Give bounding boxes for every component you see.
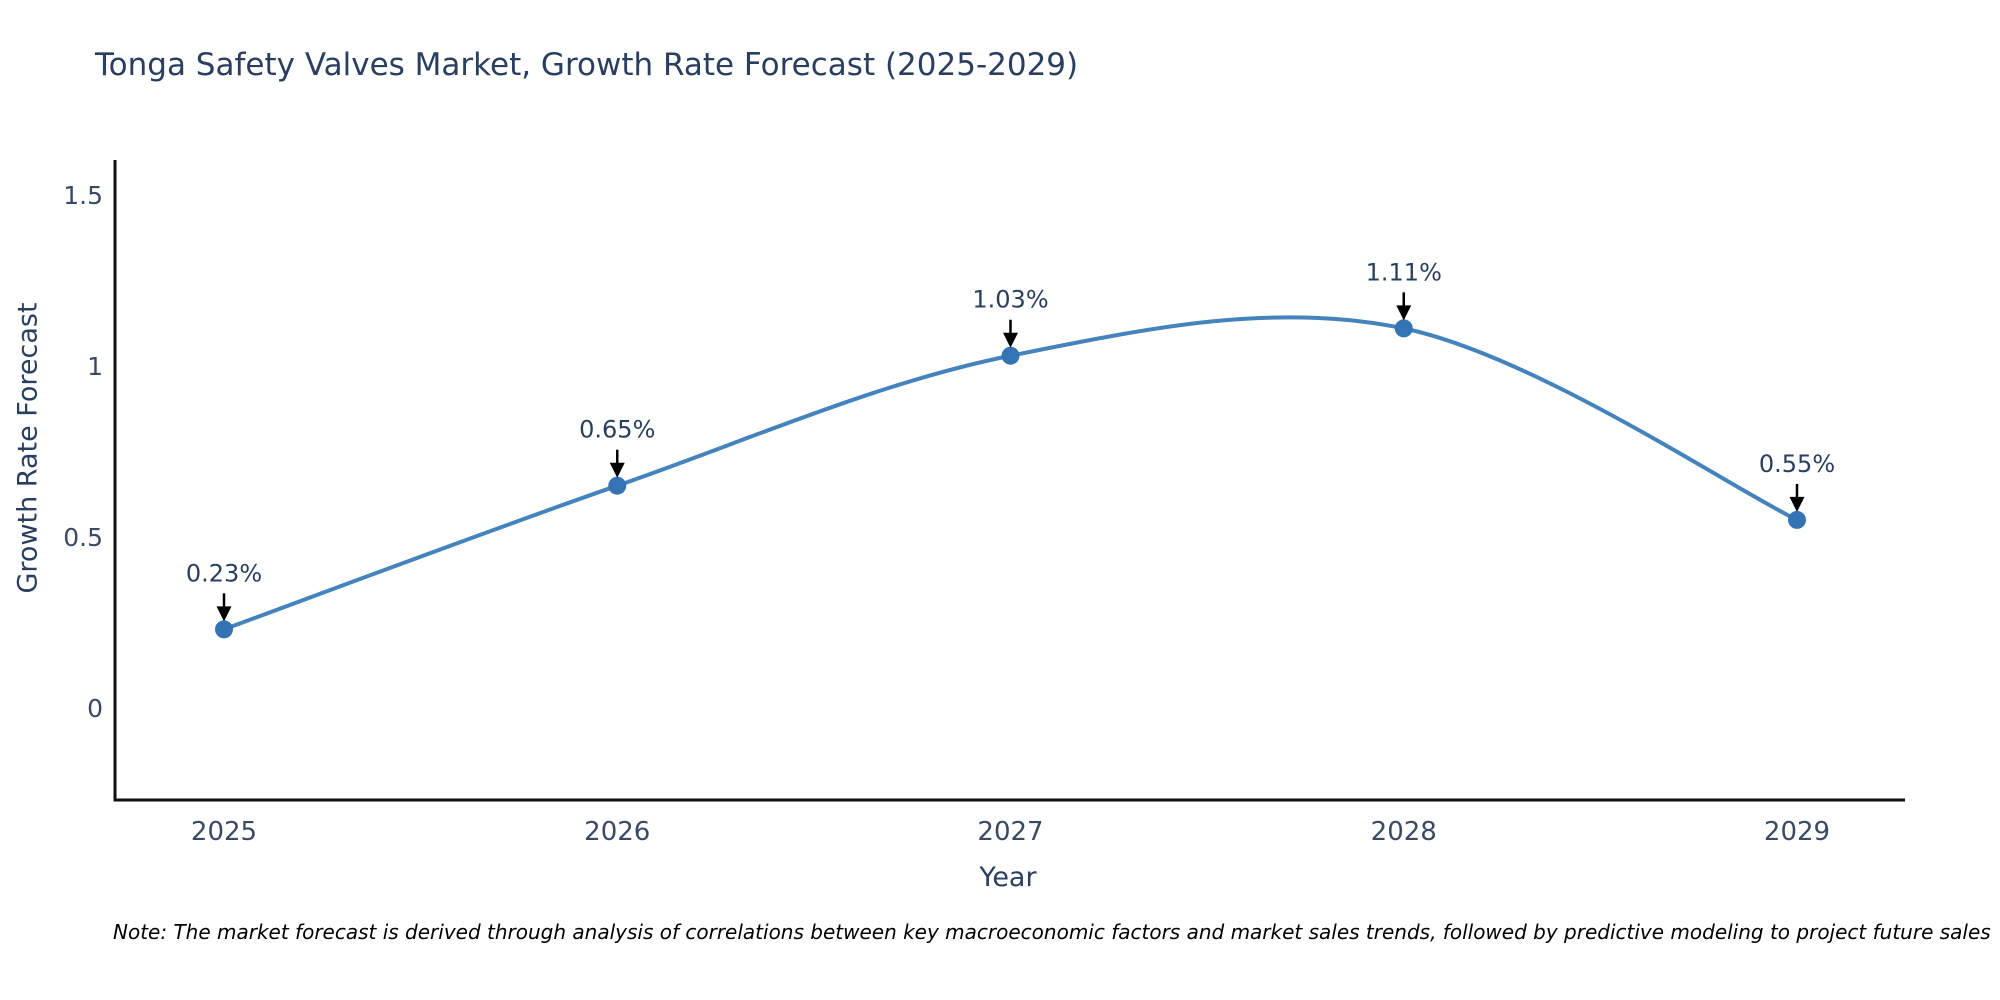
- data-point-label: 1.03%: [972, 286, 1048, 314]
- y-tick-label: 0: [87, 694, 103, 723]
- annotation-arrow-head: [609, 462, 625, 478]
- footnote: Note: The market forecast is derived thr…: [113, 920, 1991, 944]
- chart-title: Tonga Safety Valves Market, Growth Rate …: [95, 47, 1079, 83]
- x-tick-label: 2025: [191, 817, 257, 847]
- data-point-marker[interactable]: [1788, 510, 1806, 529]
- x-axis-title: Year: [979, 862, 1037, 893]
- annotation-arrow-head: [1789, 496, 1805, 512]
- x-tick-label: 2026: [584, 817, 650, 847]
- data-point-label: 0.55%: [1759, 450, 1835, 478]
- y-tick-label: 0.5: [63, 523, 103, 552]
- y-tick-label: 1.5: [63, 181, 103, 210]
- data-point-marker[interactable]: [215, 620, 233, 639]
- x-tick-label: 2029: [1764, 817, 1830, 847]
- annotation-arrow-head: [1003, 332, 1018, 348]
- x-tick-label: 2028: [1371, 817, 1437, 847]
- data-point-label: 0.65%: [579, 416, 655, 444]
- annotation-arrow-head: [1396, 305, 1412, 321]
- data-point-marker[interactable]: [1001, 346, 1020, 365]
- data-point-label: 1.11%: [1366, 258, 1442, 286]
- data-point-marker[interactable]: [608, 476, 627, 495]
- x-tick-label: 2027: [977, 817, 1043, 847]
- y-tick-label: 1: [87, 352, 103, 381]
- data-point-marker[interactable]: [1394, 319, 1413, 338]
- annotation-arrow-head: [216, 606, 232, 622]
- data-point-label: 0.23%: [186, 559, 262, 587]
